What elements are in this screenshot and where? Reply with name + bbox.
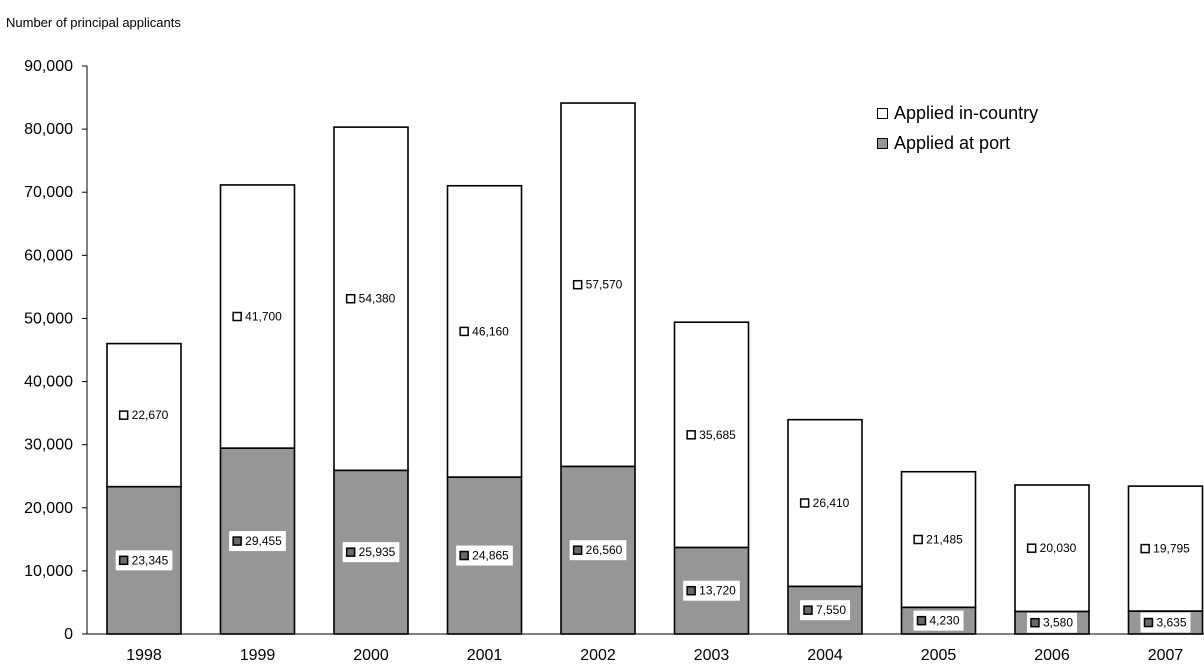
data-label-at-port-box bbox=[115, 550, 173, 571]
data-label-in-country: 21,485 bbox=[926, 533, 963, 547]
data-label-in-country: 57,570 bbox=[586, 278, 623, 292]
data-label-in-country: 46,160 bbox=[472, 324, 509, 338]
y-tick-label: 40,000 bbox=[24, 374, 73, 391]
data-label-in-country-box bbox=[229, 306, 286, 327]
data-label-at-port-marker bbox=[232, 536, 242, 546]
data-label-at-port: 29,455 bbox=[245, 534, 282, 548]
data-label-at-port-box bbox=[1140, 612, 1191, 633]
data-label-at-port-box bbox=[913, 610, 964, 631]
x-tick-label: 2004 bbox=[807, 647, 843, 664]
data-label-in-country: 19,795 bbox=[1153, 542, 1190, 556]
data-label-at-port: 3,580 bbox=[1043, 616, 1073, 630]
data-label-at-port: 4,230 bbox=[929, 614, 959, 628]
y-tick-label: 80,000 bbox=[24, 121, 73, 138]
x-tick-label: 2007 bbox=[1148, 647, 1184, 664]
data-label-in-country-box bbox=[1023, 538, 1081, 559]
legend-label-in-country: Applied in-country bbox=[894, 102, 1039, 123]
y-tick-label: 10,000 bbox=[24, 563, 73, 580]
data-label-at-port-box bbox=[342, 542, 400, 563]
data-label-in-country: 54,380 bbox=[359, 292, 396, 306]
legend-label-at-port: Applied at port bbox=[894, 132, 1011, 153]
y-tick-label: 20,000 bbox=[24, 500, 73, 517]
x-tick-label: 2003 bbox=[694, 647, 730, 664]
data-label-in-country-marker bbox=[913, 534, 923, 545]
data-label-in-country-box bbox=[569, 274, 627, 295]
data-label-at-port: 13,720 bbox=[699, 584, 736, 598]
data-label-at-port-marker bbox=[118, 555, 129, 566]
data-label-at-port-marker bbox=[686, 585, 696, 596]
x-tick-label: 2006 bbox=[1034, 647, 1070, 664]
data-label-in-country-marker bbox=[345, 293, 356, 304]
data-label-at-port-box bbox=[799, 600, 851, 621]
data-label-at-port-marker bbox=[1143, 617, 1154, 628]
data-label-in-country-box bbox=[683, 424, 740, 445]
x-tick-label: 2002 bbox=[580, 647, 616, 664]
legend-swatch-at-port bbox=[877, 137, 888, 149]
x-tick-label: 2000 bbox=[353, 647, 389, 664]
data-label-at-port-marker bbox=[345, 547, 356, 557]
data-label-in-country-marker bbox=[1140, 543, 1150, 554]
y-tick-label: 50,000 bbox=[24, 310, 73, 327]
data-label-in-country-box bbox=[796, 493, 854, 514]
data-label-at-port-box bbox=[229, 531, 286, 552]
y-tick-label: 90,000 bbox=[24, 58, 73, 75]
legend: Applied in-country Applied at port bbox=[877, 100, 1038, 160]
data-label-at-port-box bbox=[683, 580, 740, 601]
data-label-in-country-marker bbox=[118, 410, 129, 420]
data-label-in-country-marker bbox=[1026, 543, 1037, 553]
y-tick-label: 30,000 bbox=[24, 437, 73, 454]
x-tick-label: 2005 bbox=[921, 647, 957, 664]
data-label-in-country-box bbox=[456, 321, 513, 342]
data-label-at-port-marker bbox=[572, 545, 583, 555]
y-tick-label: 70,000 bbox=[24, 184, 73, 201]
x-tick-label: 1998 bbox=[126, 647, 162, 664]
y-tick-label: 60,000 bbox=[24, 247, 73, 264]
data-label-at-port: 3,635 bbox=[1156, 616, 1186, 630]
legend-item-in-country: Applied in-country bbox=[877, 100, 1038, 126]
data-label-in-country-box bbox=[910, 529, 967, 550]
data-label-at-port-marker bbox=[459, 550, 469, 561]
legend-item-at-port: Applied at port bbox=[877, 130, 1038, 156]
data-label-in-country-box bbox=[342, 288, 400, 309]
data-label-at-port-box bbox=[1026, 612, 1078, 633]
data-label-at-port: 25,935 bbox=[359, 545, 396, 559]
data-label-in-country: 20,030 bbox=[1040, 541, 1077, 555]
data-label-at-port-box bbox=[569, 540, 627, 561]
data-label-at-port: 24,865 bbox=[472, 549, 509, 563]
data-label-at-port: 23,345 bbox=[132, 553, 169, 567]
data-label-in-country-marker bbox=[572, 279, 583, 290]
x-tick-label: 1999 bbox=[240, 647, 276, 664]
x-tick-label: 2001 bbox=[467, 647, 503, 664]
data-label-in-country-marker bbox=[799, 498, 810, 508]
data-label-in-country-marker bbox=[459, 326, 469, 337]
data-label-at-port: 7,550 bbox=[816, 603, 846, 617]
data-label-in-country-marker bbox=[232, 311, 242, 322]
data-label-at-port-marker bbox=[1030, 617, 1040, 628]
y-tick-label: 0 bbox=[64, 626, 73, 643]
data-label-in-country-marker bbox=[686, 430, 696, 440]
data-label-in-country-box bbox=[115, 405, 173, 426]
data-label-in-country-box bbox=[1137, 538, 1194, 559]
data-label-at-port-box bbox=[456, 545, 513, 566]
legend-swatch-in-country bbox=[877, 107, 888, 119]
data-label-at-port: 26,560 bbox=[586, 543, 623, 557]
data-label-at-port-marker bbox=[803, 605, 813, 615]
data-label-at-port-marker bbox=[916, 615, 927, 626]
data-label-in-country: 26,410 bbox=[813, 496, 850, 510]
data-label-in-country: 22,670 bbox=[132, 408, 169, 422]
data-label-in-country: 41,700 bbox=[245, 310, 282, 324]
y-axis-title: Number of principal applicants bbox=[6, 15, 181, 30]
data-label-in-country: 35,685 bbox=[699, 428, 736, 442]
